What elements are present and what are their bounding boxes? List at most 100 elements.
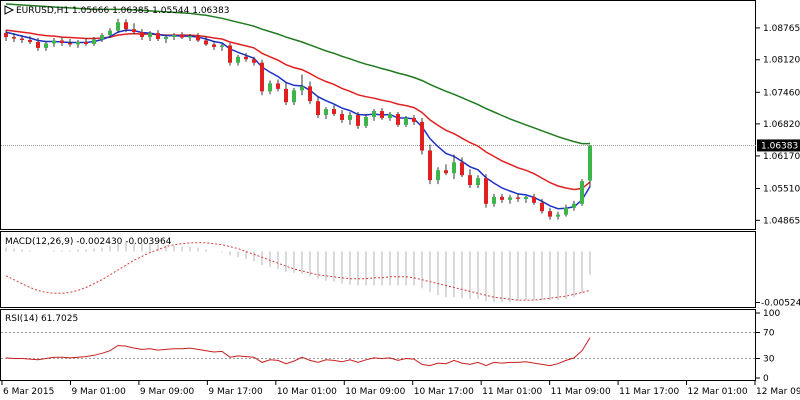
rsi-y-tick-label: 70 — [763, 329, 775, 339]
rsi-panel-frame — [0, 309, 756, 381]
candle-body — [316, 101, 320, 115]
candle-body — [588, 145, 592, 181]
price-y-axis: 1.08765 1.08120 1.07460 1.06820 1.06170 1.055… — [756, 24, 800, 226]
candle-body — [36, 41, 40, 48]
x-tick-label: 11 Mar 01:00 — [482, 387, 542, 397]
ma-slow-polyline — [5, 3, 590, 145]
price-panel-title: EURUSD,H1 1.05666 1.06385 1.05544 1.0638… — [16, 6, 229, 16]
price-y-tick-label: 1.04865 — [763, 216, 800, 226]
title-arrow-icon — [4, 5, 15, 15]
candle-body — [572, 203, 576, 208]
macd-signal-line — [5, 242, 591, 301]
x-tick-label: 6 Mar 2015 — [3, 387, 54, 397]
candle-body — [388, 114, 392, 118]
candle-body — [132, 29, 136, 33]
price-y-tick-label: 1.06170 — [763, 152, 800, 162]
candle-body — [196, 36, 200, 41]
candle-body — [292, 90, 296, 103]
candle-body — [324, 109, 328, 115]
price-y-tick-label: 1.06820 — [763, 120, 800, 130]
candle-body — [180, 35, 184, 38]
time-x-axis: 6 Mar 2015 9 Mar 01:00 9 Mar 09:00 9 Mar 17… — [1, 381, 800, 397]
candle-body — [580, 181, 584, 204]
candle-body — [244, 56, 248, 60]
candle-body — [260, 62, 264, 92]
candle-body — [300, 86, 304, 91]
candle-body — [4, 33, 8, 38]
candle-body — [140, 32, 144, 38]
candle-body — [548, 211, 552, 217]
candle-body — [276, 83, 280, 89]
price-y-tick-label: 1.07460 — [763, 88, 800, 98]
candle-body — [340, 114, 344, 120]
candle-body — [108, 30, 112, 36]
candle-body — [84, 41, 88, 44]
candle-body — [484, 178, 488, 204]
candle-body — [508, 197, 512, 200]
candle-body — [540, 202, 544, 212]
candle-body — [524, 196, 528, 199]
x-tick-label: 9 Mar 17:00 — [208, 387, 263, 397]
candle-body — [204, 40, 208, 45]
macd-y-tick-label: -0.005242 — [761, 298, 800, 308]
candle-body — [60, 40, 64, 43]
last-price-tag-label: 1.06383 — [761, 141, 798, 151]
rsi-y-axis: 100 70 30 0 — [756, 309, 780, 384]
macd-panel-title: MACD(12,26,9) -0.002430 -0.003964 — [5, 237, 172, 247]
x-tick-label: 11 Mar 09:00 — [551, 387, 611, 397]
x-tick-label: 10 Mar 17:00 — [414, 387, 474, 397]
candle-body — [452, 162, 456, 174]
x-tick-label: 9 Mar 01:00 — [71, 387, 126, 397]
candle-body — [116, 22, 120, 31]
rsi-y-tick-label: 0 — [763, 374, 769, 384]
candlesticks — [4, 18, 592, 220]
candle-body — [156, 33, 160, 40]
candle-body — [332, 109, 336, 115]
candle-body — [564, 207, 568, 215]
rsi-line — [5, 337, 591, 367]
rsi-polyline — [5, 337, 591, 367]
candle-body — [284, 88, 288, 103]
price-y-tick-label: 1.08120 — [763, 56, 800, 66]
rsi-y-tick-label: 30 — [763, 355, 775, 365]
last-price-tag: 1.06383 — [757, 139, 800, 152]
candle-body — [44, 43, 48, 48]
candle-body — [148, 33, 152, 38]
candle-body — [76, 41, 80, 45]
candle-body — [356, 115, 360, 126]
x-tick-label: 11 Mar 17:00 — [619, 387, 679, 397]
rsi-panel-title: RSI(14) 61.7025 — [5, 314, 78, 324]
candle-body — [556, 214, 560, 217]
x-tick-label: 9 Mar 09:00 — [140, 387, 195, 397]
candle-body — [12, 37, 16, 39]
candle-body — [100, 35, 104, 40]
macd-y-axis: -0.005242 — [756, 298, 800, 308]
candle-body — [124, 22, 128, 30]
candle-body — [164, 37, 168, 40]
candle-body — [396, 114, 400, 125]
candle-body — [372, 111, 376, 117]
candle-body — [460, 162, 464, 176]
candle-body — [412, 117, 416, 122]
last-price-tag-bg — [757, 139, 800, 152]
candle-body — [92, 39, 96, 44]
candle-body — [172, 35, 176, 38]
x-tick-label: 10 Mar 09:00 — [345, 387, 405, 397]
candle-body — [364, 116, 368, 126]
ma-slow-line — [5, 3, 590, 145]
candle-body — [228, 45, 232, 63]
candle-body — [476, 178, 480, 186]
candle-body — [380, 111, 384, 118]
candle-body — [212, 44, 216, 47]
candle-body — [404, 117, 408, 125]
candle-body — [428, 150, 432, 181]
price-y-tick-label: 1.08765 — [763, 24, 800, 34]
candle-body — [20, 38, 24, 41]
candle-body — [348, 115, 352, 120]
macd-histogram — [5, 242, 591, 303]
candle-body — [52, 40, 56, 44]
candle-body — [492, 196, 496, 204]
candle-body — [468, 175, 472, 186]
rsi-y-tick-label: 100 — [763, 309, 780, 319]
